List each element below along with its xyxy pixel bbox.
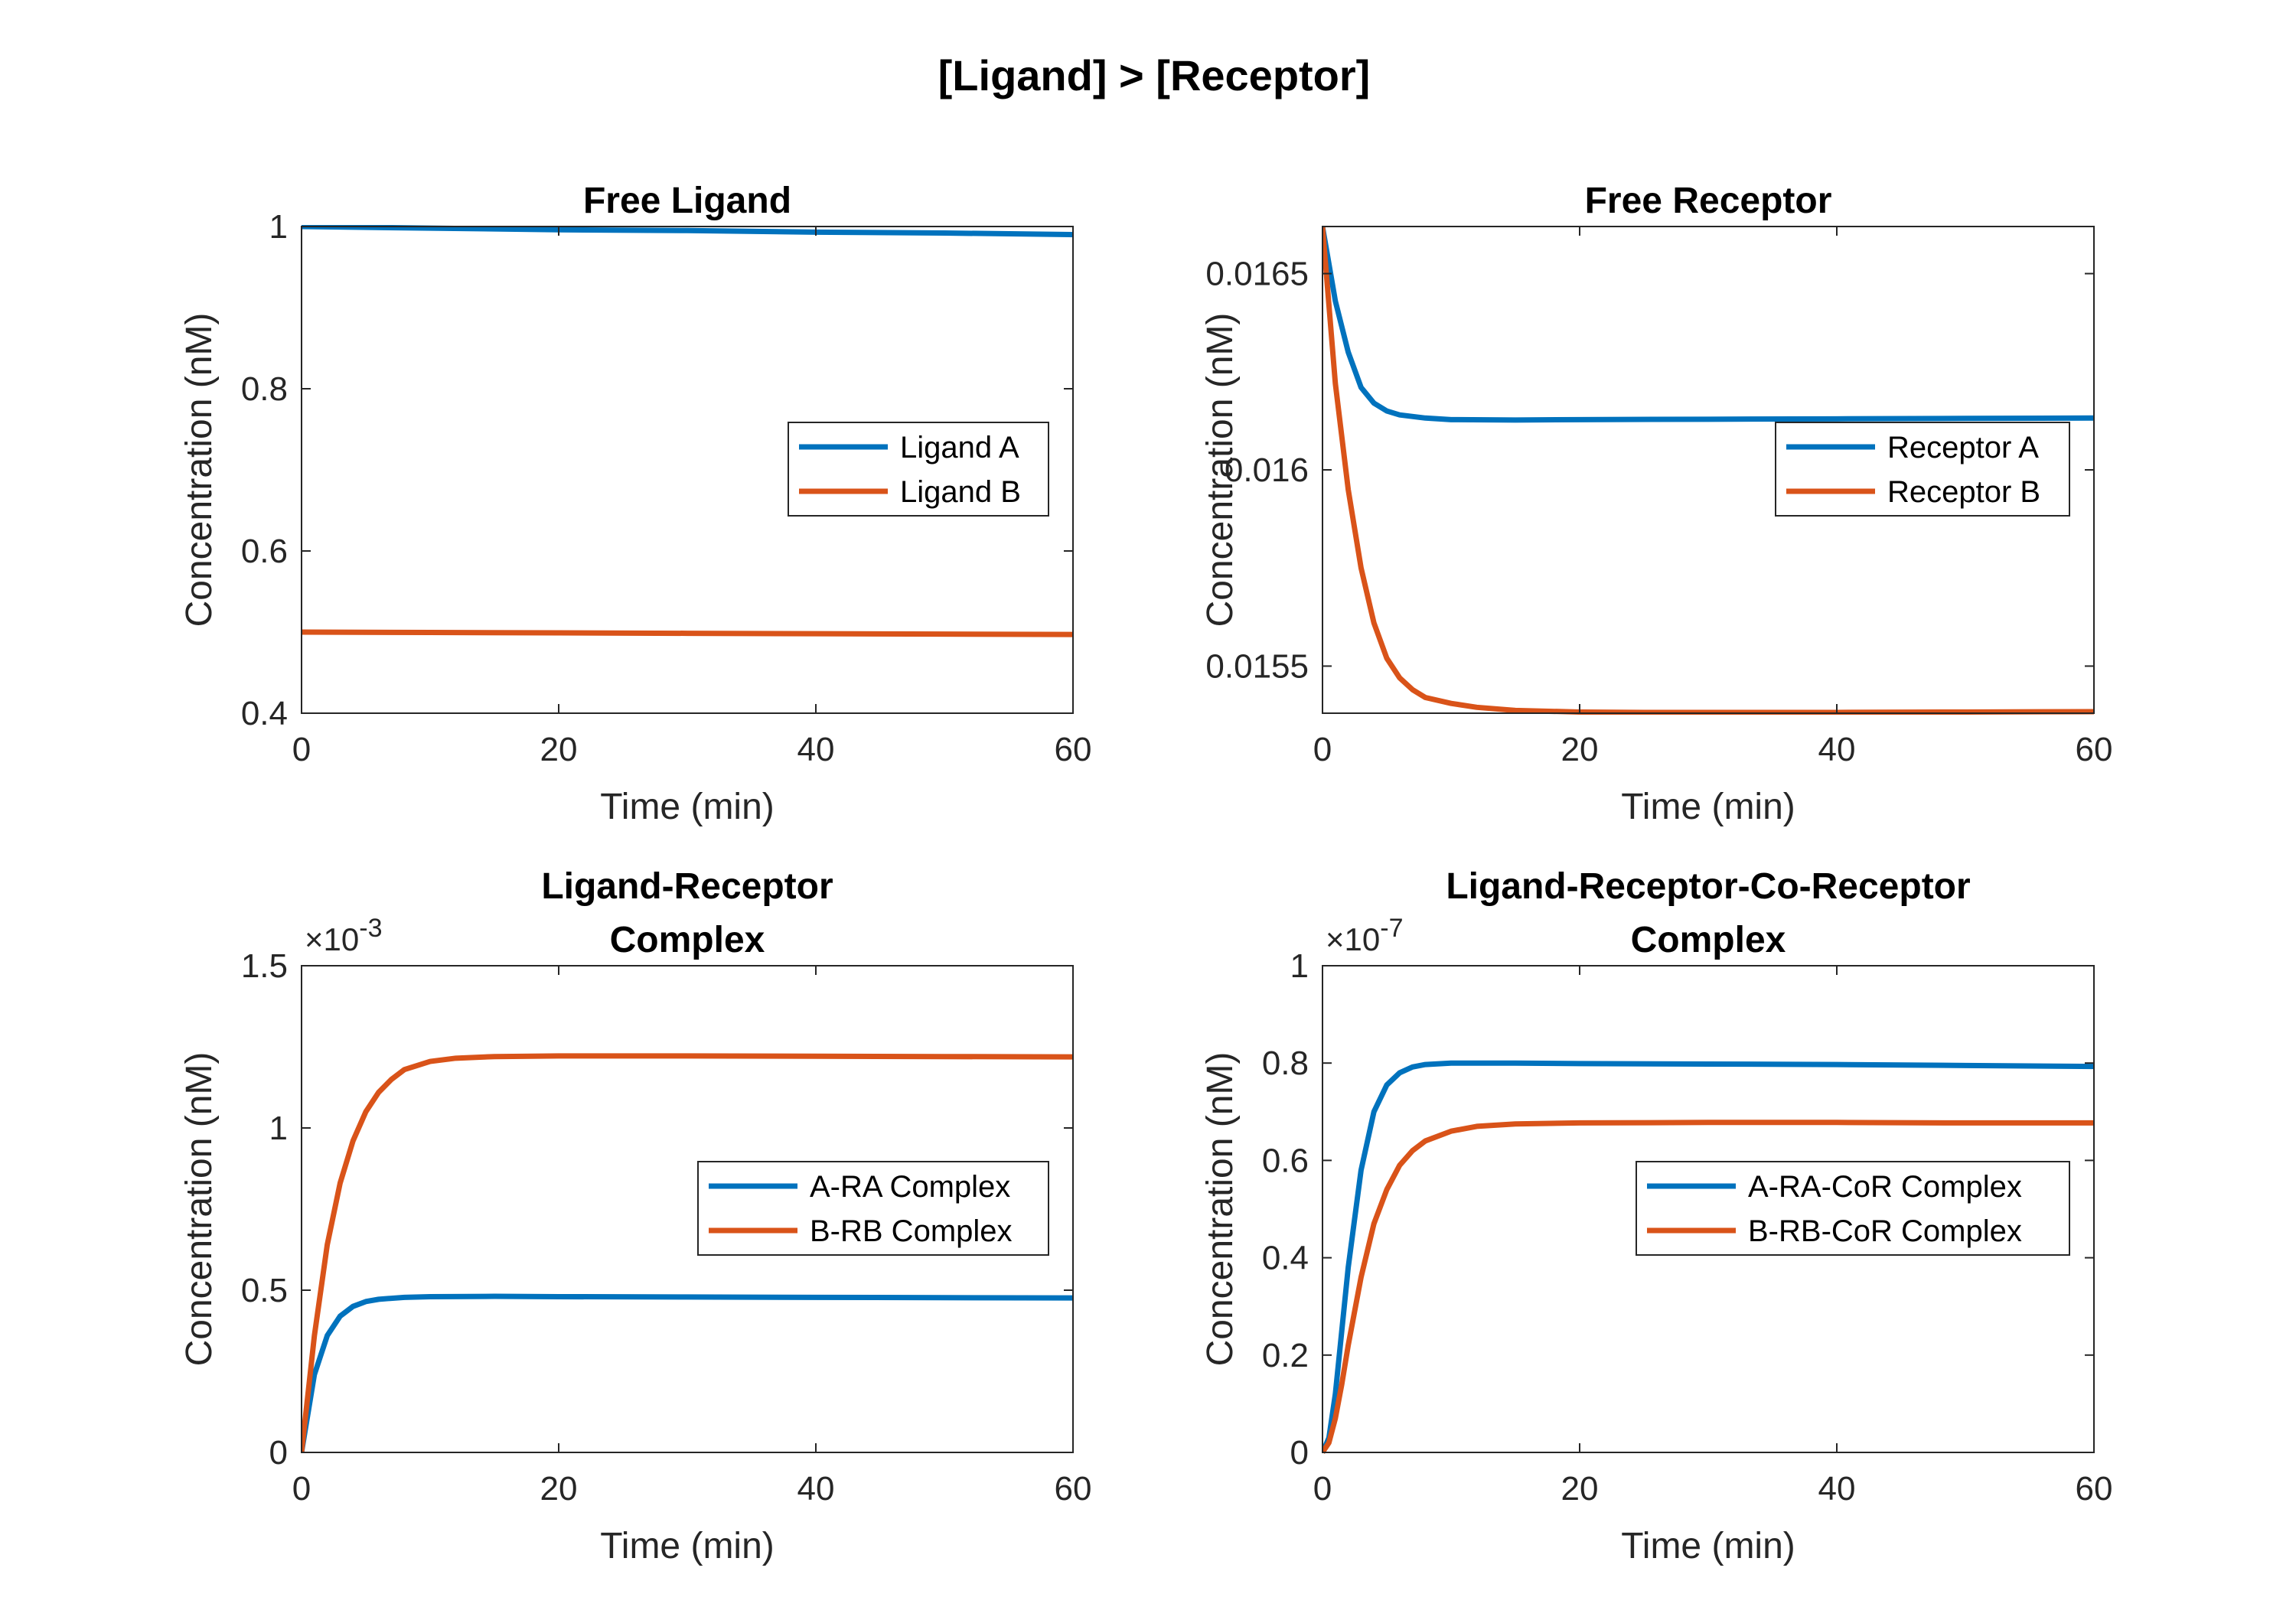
y-tick-label: 1 (269, 1110, 288, 1147)
x-axis-label: Time (min) (1621, 787, 1795, 827)
legend-entry-label: B-RB Complex (810, 1214, 1013, 1248)
legend-box (788, 422, 1049, 517)
legend-entry-label: Receptor B (1887, 475, 2040, 509)
legend-entry-label: Receptor A (1887, 431, 2039, 464)
x-tick-label: 0 (292, 1470, 311, 1508)
y-tick-label: 1 (269, 208, 288, 246)
x-axis-label: Time (min) (600, 787, 775, 827)
y-tick-label: 0.016 (1225, 451, 1309, 489)
chart-title-line-1: Free Ligand (583, 181, 791, 221)
x-tick-label: 40 (1818, 731, 1856, 768)
chart-panel-2: Free Receptor 0 20 40 60 0.0155 0.016 0.0165 Tim… (1200, 181, 2112, 827)
legend-box (1636, 1161, 2070, 1256)
y-axis-label: Concentration (nM) (179, 1052, 220, 1367)
legend-box (697, 1161, 1049, 1256)
chart-panel-4: Ligand-Receptor-Co-Receptor Complex 0 20 40 6… (1200, 866, 2112, 1566)
y-axis-label: Concentration (nM) (1200, 313, 1241, 627)
x-tick-label: 20 (1561, 1470, 1599, 1508)
series-line-receptor-b (1322, 226, 2094, 715)
x-tick-label: 60 (1055, 1470, 1092, 1508)
legend: A-RA Complex B-RB Complex (697, 1161, 1049, 1256)
axes-frame (1322, 965, 2095, 1453)
x-tick-label: 20 (540, 731, 578, 768)
y-tick-label: 0.6 (241, 533, 288, 570)
series-line-receptor-a (1322, 226, 2094, 423)
series-line-b-rb-cor-complex (1322, 1120, 2094, 1454)
y-tick-label: 0.2 (1262, 1337, 1309, 1374)
x-tick-label: 40 (1818, 1470, 1856, 1508)
x-tick-label: 60 (2076, 731, 2113, 768)
x-tick-label: 20 (540, 1470, 578, 1508)
y-exponent-label: ×10-7 (1326, 914, 1403, 957)
y-axis-label: Concentration (nM) (1200, 1052, 1241, 1367)
series-line-a-ra-complex (302, 1293, 1073, 1453)
y-tick-label: 0 (269, 1434, 288, 1472)
y-tick-label: 0.0155 (1205, 647, 1309, 685)
x-tick-label: 40 (797, 731, 835, 768)
chart-title-line-2: Complex (610, 920, 765, 960)
x-tick-label: 60 (2076, 1470, 2113, 1508)
x-tick-label: 20 (1561, 731, 1599, 768)
figure-title: [Ligand] > [Receptor] (938, 51, 1371, 99)
series-line-a-ra-cor-complex (1322, 1060, 2094, 1454)
x-tick-label: 0 (1313, 1470, 1332, 1508)
chart-title-line-2: Complex (1631, 920, 1786, 960)
y-tick-label: 0 (1290, 1434, 1309, 1472)
x-axis-label: Time (min) (1621, 1526, 1795, 1566)
y-tick-label: 0.4 (241, 695, 288, 732)
y-tick-label: 0.6 (1262, 1142, 1309, 1179)
x-axis-label: Time (min) (600, 1526, 775, 1566)
y-tick-label: 1 (1290, 947, 1309, 985)
y-axis-label: Concentration (nM) (179, 313, 220, 627)
y-exponent-power: -7 (1380, 914, 1403, 943)
chart-title-line-1: Free Receptor (1585, 181, 1832, 221)
y-tick-label: 1.5 (241, 947, 288, 985)
chart-panel-1: Free Ligand 0 20 40 60 0.4 0.6 0.8 1 Time (min) Co… (179, 181, 1091, 827)
legend-entry-label: Ligand B (900, 475, 1021, 509)
legend: A-RA-CoR Complex B-RB-CoR Complex (1636, 1161, 2070, 1256)
chart-panel-3: Ligand-Receptor Complex 0 20 40 60 0 0.5 1 1.5 ×10… (179, 866, 1091, 1566)
y-exponent-label: ×10-3 (305, 914, 382, 957)
chart-title-line-1: Ligand-Receptor-Co-Receptor (1446, 866, 1970, 907)
series-line-b-rb-complex (302, 1053, 1073, 1453)
y-tick-label: 0.8 (241, 370, 288, 408)
legend-entry-label: A-RA-CoR Complex (1748, 1170, 2022, 1204)
y-tick-label: 0.5 (241, 1272, 288, 1309)
panels: Free Ligand 0 20 40 60 0.4 0.6 0.8 1 Time (min) Co… (179, 181, 2112, 1566)
chart-title-line-1: Ligand-Receptor (541, 866, 833, 907)
legend: Receptor A Receptor B (1775, 422, 2070, 517)
y-exponent-power: -3 (359, 914, 382, 943)
series-line-ligand-b (302, 629, 1073, 637)
axes-frame (301, 226, 1074, 714)
legend-box (1775, 422, 2070, 517)
legend-entry-label: Ligand A (900, 431, 1019, 464)
series-line-ligand-a (302, 225, 1073, 238)
y-tick-label: 0.4 (1262, 1240, 1309, 1277)
y-tick-label: 0.0165 (1205, 256, 1309, 293)
axes-frame (301, 965, 1074, 1453)
legend-entry-label: A-RA Complex (810, 1170, 1010, 1204)
legend: Ligand A Ligand B (788, 422, 1049, 517)
y-tick-label: 0.8 (1262, 1045, 1309, 1082)
x-tick-label: 0 (292, 731, 311, 768)
x-tick-label: 60 (1055, 731, 1092, 768)
x-tick-label: 0 (1313, 731, 1332, 768)
legend-entry-label: B-RB-CoR Complex (1748, 1214, 2022, 1248)
x-tick-label: 40 (797, 1470, 835, 1508)
